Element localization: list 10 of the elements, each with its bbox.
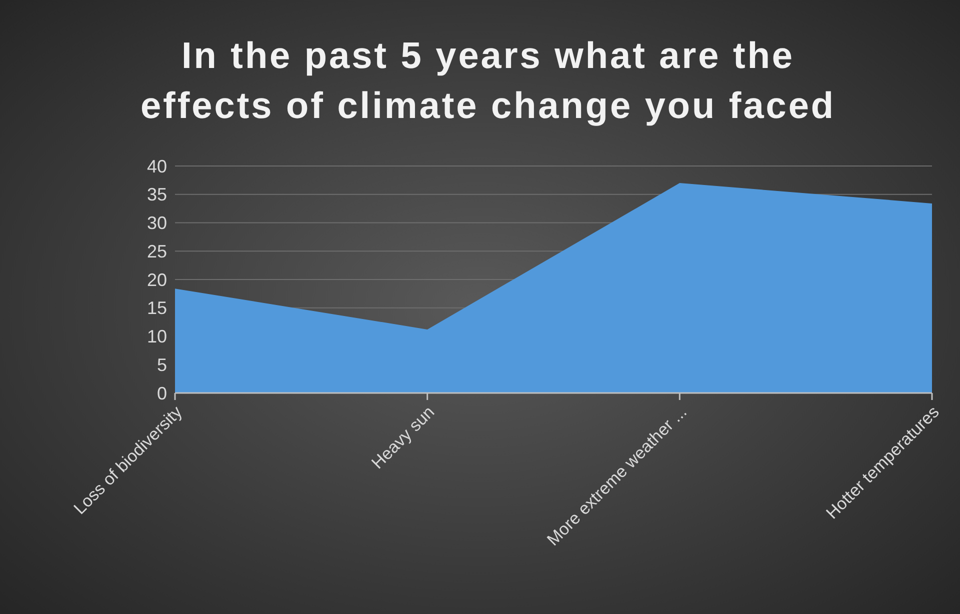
- chart-title: In the past 5 years what are the effects of climate change you faced: [140, 35, 836, 126]
- y-tick-label: 5: [156, 354, 167, 375]
- y-tick-label: 40: [146, 156, 167, 176]
- y-tick-label: 10: [146, 326, 167, 347]
- y-tick-label: 20: [146, 270, 167, 290]
- y-tick-label: 15: [146, 298, 167, 318]
- y-tick-label: 25: [146, 241, 167, 262]
- y-tick-label: 0: [156, 383, 167, 404]
- y-tick-label: 35: [146, 184, 167, 205]
- y-tick-label: 30: [146, 213, 167, 234]
